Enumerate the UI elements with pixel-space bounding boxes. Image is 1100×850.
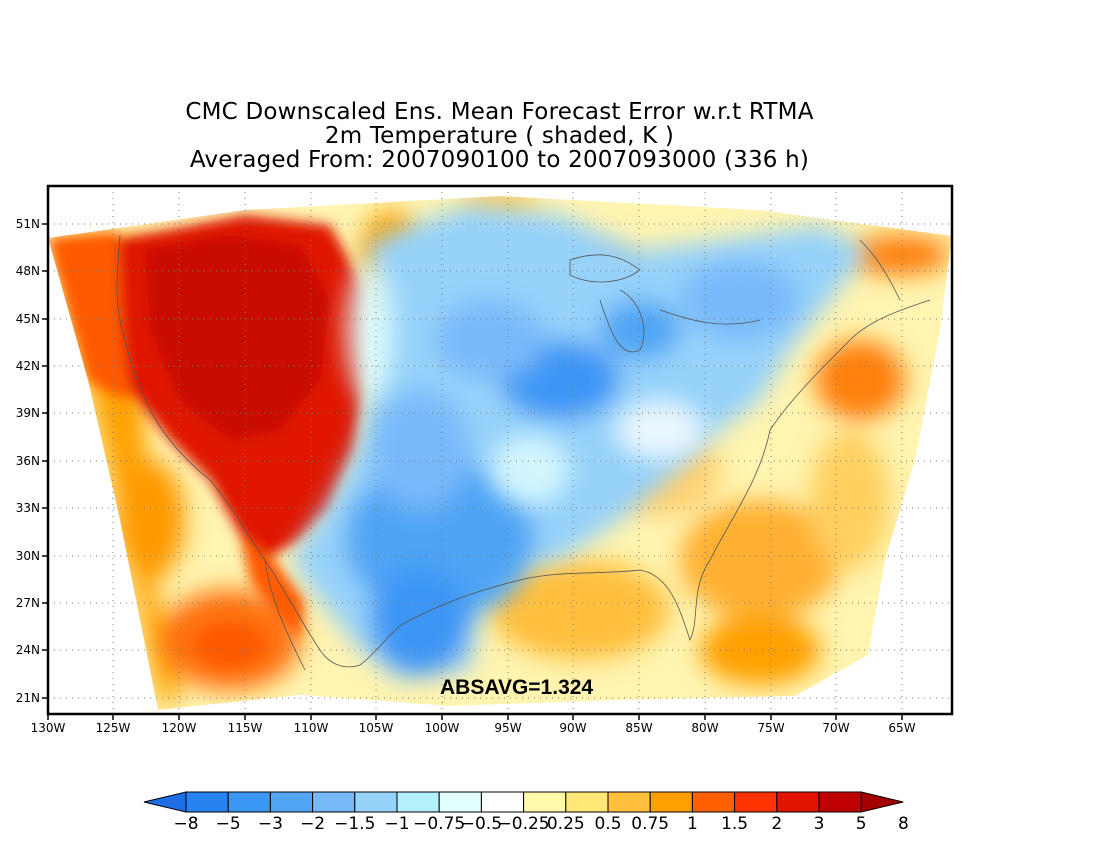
colorbar-label: −2 (300, 814, 325, 834)
colorbar-label: −5 (216, 814, 241, 834)
lat-label: 36N (16, 454, 40, 468)
colorbar-swatch (396, 791, 440, 813)
colorbar-swatch (227, 791, 271, 813)
colorbar-min-arrow (143, 791, 187, 813)
lon-label: 115W (228, 721, 263, 735)
lat-label: 39N (16, 406, 40, 420)
colorbar-label: −3 (258, 814, 283, 834)
colorbar-swatch (818, 791, 862, 813)
title-line-3: Averaged From: 2007090100 to 2007093000 … (189, 147, 810, 173)
colorbar-swatch (185, 791, 229, 813)
lat-label: 24N (16, 643, 40, 657)
longitude-labels: 130W 125W 120W 115W 110W 105W 100W 95W 9… (31, 721, 916, 735)
colorbar: −8 −5 −3 −2 −1.5 −1 −0.75−0.5−0.250.25 0.5 0.75 1… (143, 791, 909, 834)
lon-label: 105W (359, 721, 394, 735)
graticule (48, 186, 952, 714)
lon-label: 100W (425, 721, 460, 735)
colorbar-swatch (438, 791, 482, 813)
title-line-2: 2m Temperature ( shaded, K ) (324, 123, 675, 149)
colorbar-label: 2 (771, 814, 782, 834)
colorbar-label: 5 (856, 814, 867, 834)
colorbar-label: −1.5 (334, 814, 375, 834)
colorbar-swatch (691, 791, 736, 813)
title-line-1: CMC Downscaled Ens. Mean Forecast Error … (185, 99, 814, 125)
absavg-annotation: ABSAVG=1.324 (440, 676, 593, 699)
lon-label: 90W (559, 721, 586, 735)
lon-label: 80W (691, 721, 718, 735)
lon-label: 120W (162, 721, 197, 735)
lat-label: 51N (16, 217, 40, 231)
colorbar-swatch (734, 791, 778, 813)
colorbar-swatch (776, 791, 820, 813)
lon-label: 125W (96, 721, 131, 735)
colorbar-label: 1 (687, 814, 698, 834)
shaded-field (48, 186, 952, 714)
colorbar-swatch (523, 791, 567, 813)
colorbar-swatch (269, 791, 314, 813)
colorbar-swatch (312, 791, 356, 813)
latitude-labels: 51N 48N 45N 42N 39N 36N 33N 30N 27N 24N … (16, 217, 40, 705)
lon-label: 95W (494, 721, 521, 735)
colorbar-swatch (649, 791, 693, 813)
colorbar-swatch (607, 791, 651, 813)
colorbar-label: 0.75 (631, 814, 669, 834)
lon-label: 75W (757, 721, 784, 735)
lon-label: 65W (888, 721, 915, 735)
lat-label: 21N (16, 691, 40, 705)
lat-label: 48N (16, 264, 40, 278)
plot-frame (46, 184, 954, 716)
colorbar-label: −0.25 (498, 814, 550, 834)
colorbar-label: 0.25 (547, 814, 585, 834)
lat-label: 42N (16, 359, 40, 373)
colorbar-label: −0.75 (413, 814, 465, 834)
colorbar-label: −8 (173, 814, 198, 834)
colorbar-swatch (565, 791, 609, 813)
colorbar-label: 1.5 (721, 814, 748, 834)
map-title: CMC Downscaled Ens. Mean Forecast Error … (47, 100, 952, 172)
lon-label: 70W (822, 721, 849, 735)
colorbar-swatch (354, 791, 398, 813)
lon-label: 85W (625, 721, 652, 735)
tick-marks (42, 223, 903, 720)
lat-label: 33N (16, 501, 40, 515)
colorbar-label: −1 (384, 814, 409, 834)
colorbar-label: 3 (814, 814, 825, 834)
lon-label: 110W (294, 721, 329, 735)
colorbar-label: −0.5 (461, 814, 502, 834)
coastlines (116, 234, 931, 671)
lat-label: 30N (16, 549, 40, 563)
lat-label: 27N (16, 596, 40, 610)
colorbar-swatch (480, 791, 525, 813)
colorbar-label: 8 (898, 814, 909, 834)
colorbar-label: 0.5 (594, 814, 621, 834)
lon-label: 130W (31, 721, 66, 735)
colorbar-max-arrow (860, 791, 904, 813)
lat-label: 45N (16, 312, 40, 326)
